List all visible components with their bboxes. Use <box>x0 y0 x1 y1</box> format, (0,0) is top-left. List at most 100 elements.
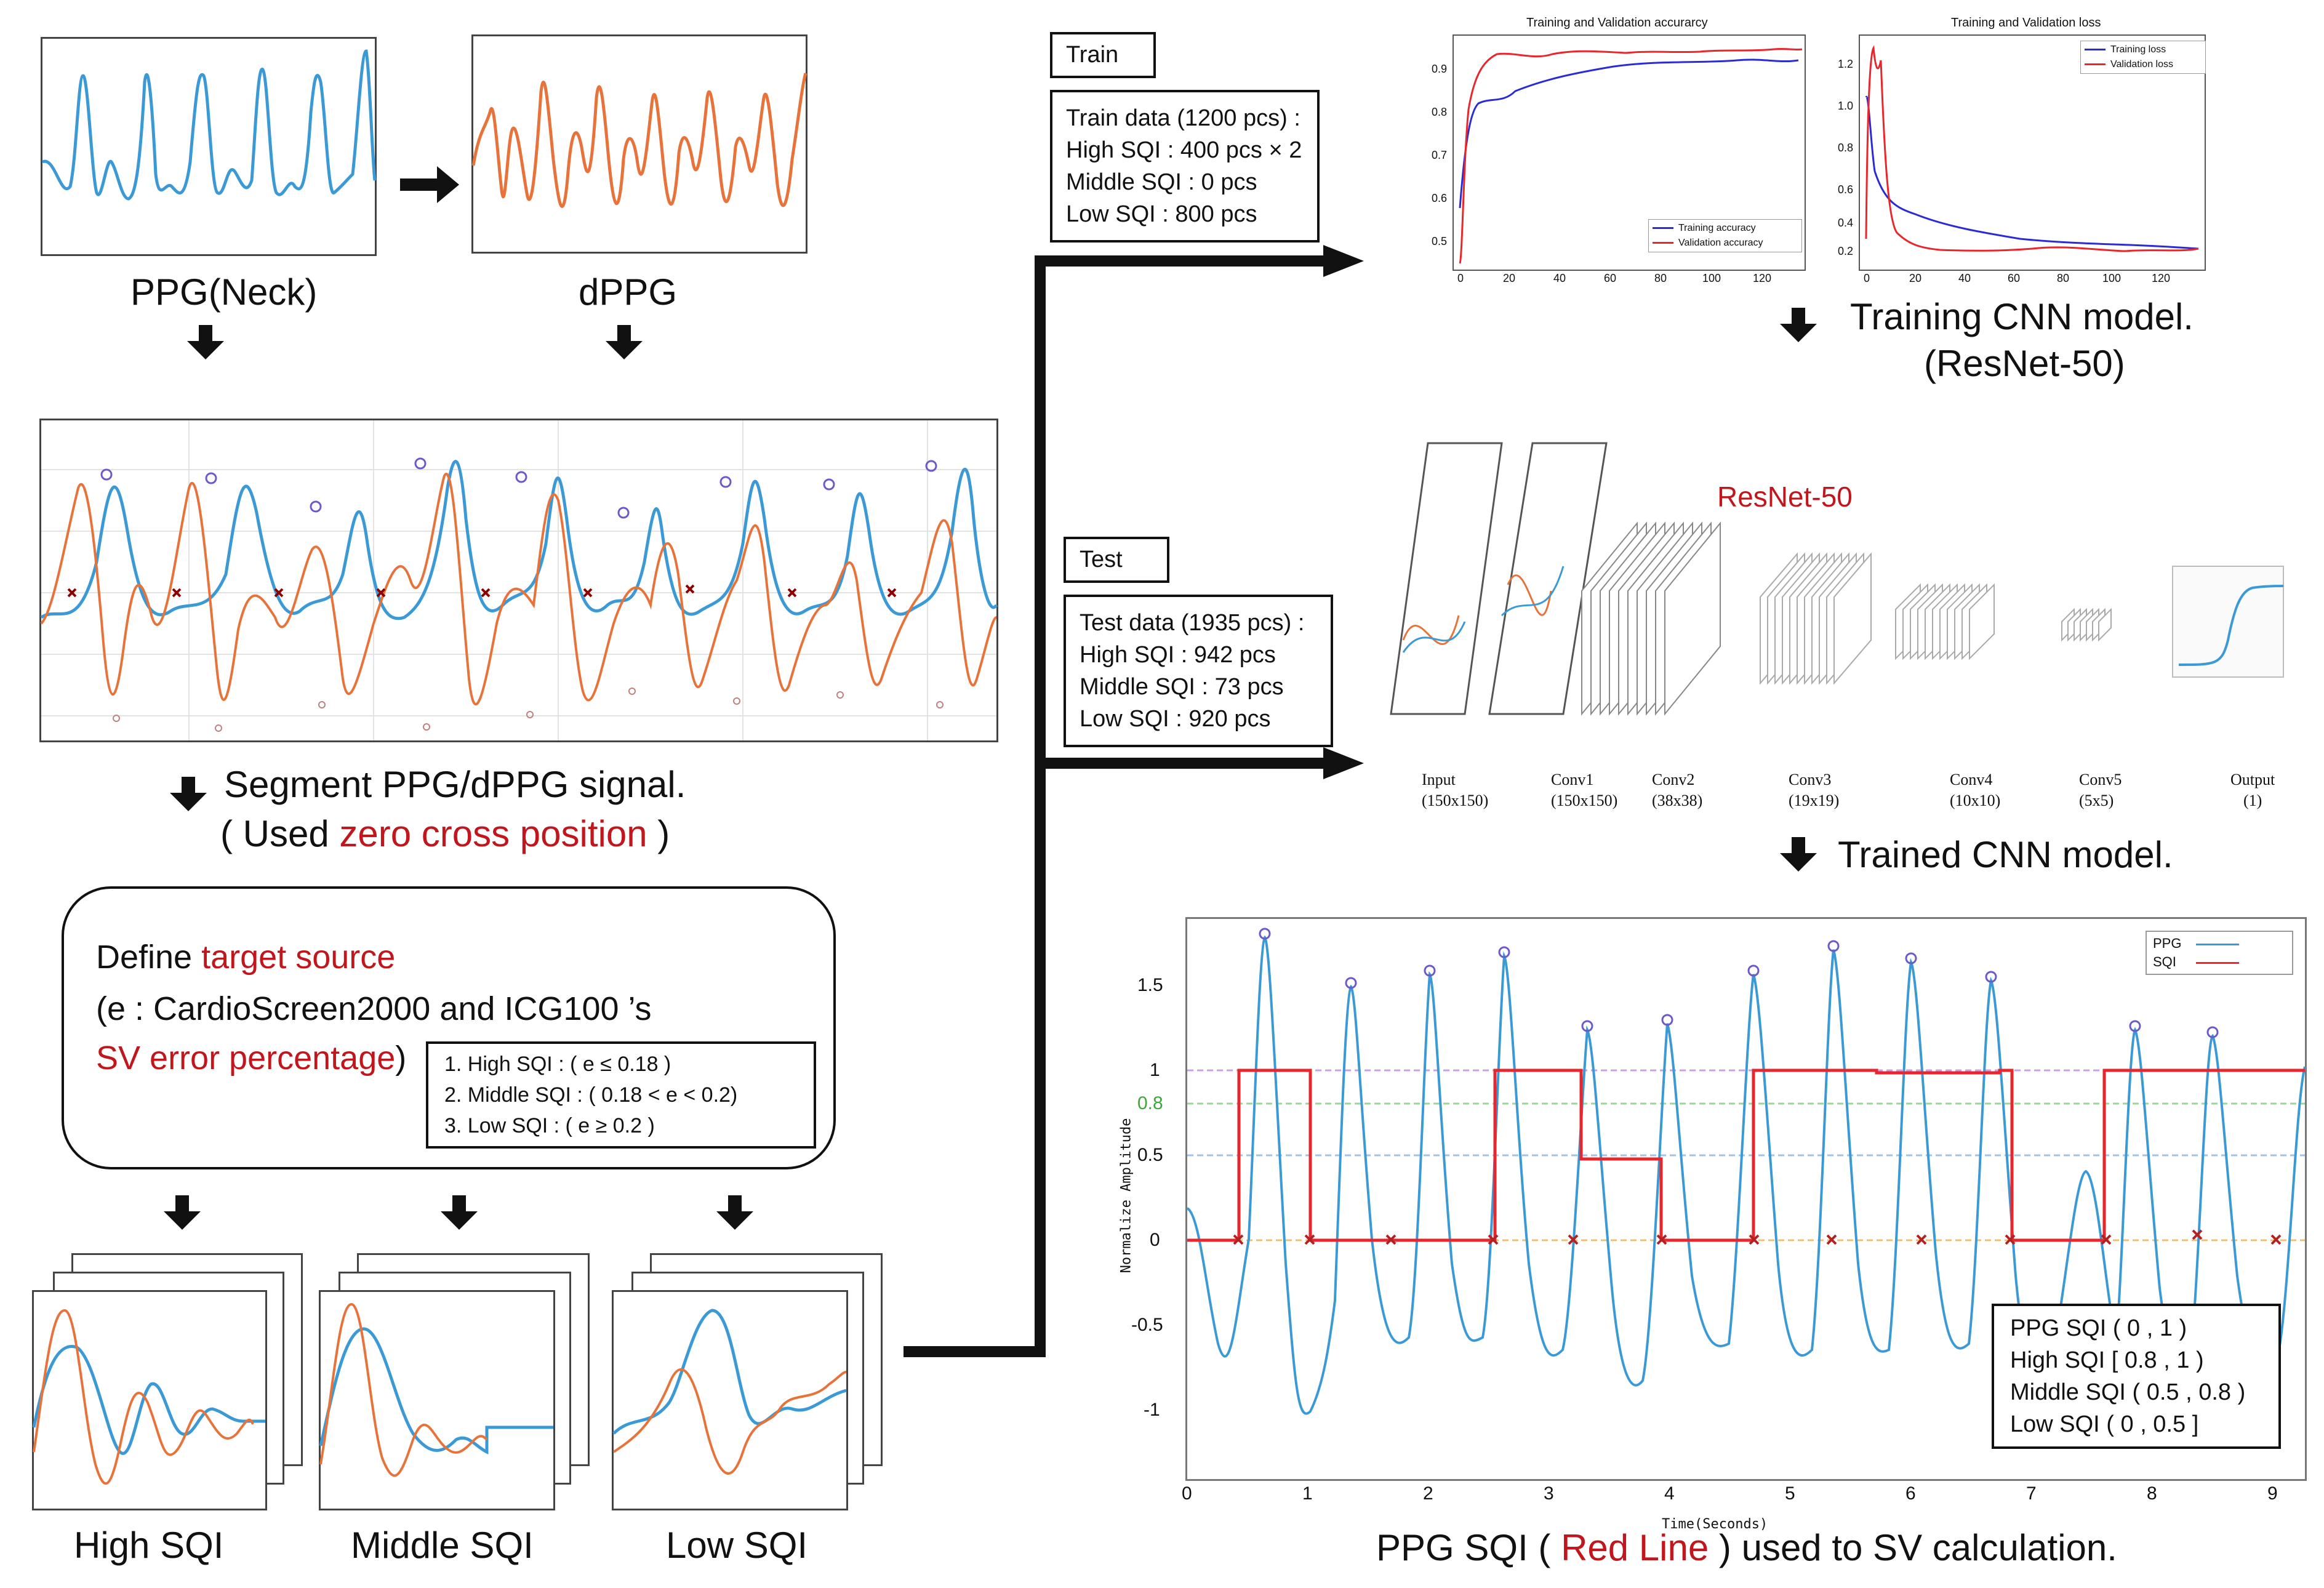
accuracy-xtick-0: 0 <box>1457 272 1464 284</box>
sqi-range-legend: PPG SQI ( 0 , 1 ) High SQI [ 0.8 , 1 ) M… <box>1992 1304 2281 1449</box>
middle-sqi-segment <box>319 1290 555 1510</box>
accuracy-ytick-0.7: 0.7 <box>1432 149 1448 161</box>
middle-sqi-label: Middle SQI <box>351 1525 534 1566</box>
accuracy-plot-frame <box>1452 34 1806 271</box>
loss-xtick-120: 120 <box>2152 272 2171 284</box>
sqi-xtick-7: 7 <box>2026 1483 2037 1504</box>
sqi-series-legend: PPG SQI <box>2146 931 2293 975</box>
criteria-middle: 2. Middle SQI : ( 0.18 < e < 0.2) <box>444 1083 738 1107</box>
arrow-down-ppg <box>187 325 224 359</box>
layer-conv3: Conv3 (19x19) <box>1789 771 1840 809</box>
loss-plot-frame <box>1859 34 2206 271</box>
sqi-xlabel: Time(Seconds) <box>1662 1517 1768 1532</box>
train-line-low: Low SQI : 800 pcs <box>1066 201 1257 227</box>
sqi-ylabel: Normalize Amplitude <box>1118 1118 1134 1273</box>
low-sqi-label: Low SQI <box>666 1525 808 1566</box>
accuracy-xtick-20: 20 <box>1503 272 1516 284</box>
high-sqi-segment <box>32 1290 267 1510</box>
training-caption-line2: (ResNet-50) <box>1924 343 2125 384</box>
loss-ytick-1.0: 1.0 <box>1838 100 1854 112</box>
arrow-down-training <box>1780 308 1817 342</box>
train-tag: Train <box>1050 32 1156 78</box>
accuracy-xtick-100: 100 <box>1702 272 1721 284</box>
resnet-architecture <box>1390 442 2284 716</box>
define-line1: Define target source <box>96 939 396 976</box>
accuracy-ytick-0.8: 0.8 <box>1432 106 1448 118</box>
loss-ytick-0.8: 0.8 <box>1838 142 1854 154</box>
accuracy-legend: Training accuracy Validation accuracy <box>1648 219 1802 252</box>
ppg-neck-waveform <box>41 49 377 201</box>
loss-ytick-0.2: 0.2 <box>1838 245 1854 257</box>
accuracy-xtick-80: 80 <box>1654 272 1667 284</box>
train-line-middle: Middle SQI : 0 pcs <box>1066 169 1257 195</box>
accuracy-chart: Training and Validation accurarcy 0.9 0.… <box>1409 12 1816 302</box>
layer-conv2: Conv2 (38x38) <box>1652 771 1703 809</box>
sqi-xtick-9: 9 <box>2267 1483 2278 1504</box>
high-sqi-waveform <box>32 1309 265 1485</box>
sqi-plot-frame <box>1185 917 2307 1481</box>
range-low-sqi: Low SQI ( 0 , 0.5 ] <box>2010 1411 2199 1437</box>
accuracy-ytick-0.5: 0.5 <box>1432 235 1448 247</box>
sqi-plot <box>1186 928 2306 1415</box>
legend-ppg: PPG <box>2153 936 2182 951</box>
define-line3: SV error percentage) <box>96 1040 407 1077</box>
segmented-signal-plot <box>40 420 998 740</box>
test-tag: Test <box>1064 537 1169 583</box>
arrow-down-low <box>716 1195 753 1230</box>
layer-output: Output (1) <box>2230 771 2275 809</box>
segment-caption-line1: Segment PPG/dPPG signal. <box>224 764 686 805</box>
sqi-ytick-1.5: 1.5 <box>1137 975 1163 995</box>
arrow-down-segment <box>170 777 207 811</box>
loss-curves <box>1865 45 2199 252</box>
criteria-box: 1. High SQI : ( e ≤ 0.18 ) 2. Middle SQI… <box>426 1041 816 1149</box>
input-plane <box>1390 442 1503 715</box>
test-line-total: Test data (1935 pcs) : <box>1080 610 1305 636</box>
arrow-down-dppg <box>606 325 643 359</box>
legend-validation-loss: Validation loss <box>2110 59 2173 70</box>
train-data-box: Train data (1200 pcs) : High SQI : 400 p… <box>1050 90 1320 243</box>
accuracy-curves <box>1459 47 1803 264</box>
range-middle-sqi: Middle SQI ( 0.5 , 0.8 ) <box>2010 1379 2246 1405</box>
segmented-signal-panel <box>39 419 998 742</box>
loss-xtick-20: 20 <box>1909 272 1922 284</box>
train-line-high: High SQI : 400 pcs × 2 <box>1066 137 1302 163</box>
legend-sqi: SQI <box>2153 954 2176 969</box>
accuracy-ytick-0.9: 0.9 <box>1432 63 1448 75</box>
middle-sqi-waveform <box>319 1302 553 1477</box>
loss-xtick-0: 0 <box>1864 272 1870 284</box>
segment-caption-line2: ( Used zero cross position ) <box>220 813 670 854</box>
loss-ytick-0.4: 0.4 <box>1838 217 1854 229</box>
range-ppg-sqi: PPG SQI ( 0 , 1 ) <box>2010 1315 2187 1341</box>
legend-training-accuracy: Training accuracy <box>1678 223 1756 233</box>
accuracy-ytick-0.6: 0.6 <box>1432 192 1448 204</box>
sqi-xtick-6: 6 <box>1905 1483 1916 1504</box>
arrow-down-high <box>164 1195 201 1230</box>
layer-conv5: Conv5 (5x5) <box>2079 771 2122 809</box>
loss-xtick-100: 100 <box>2102 272 2122 284</box>
resnet-title: ResNet-50 <box>1717 481 1853 513</box>
low-sqi-waveform <box>612 1309 847 1475</box>
sqi-xtick-0: 0 <box>1182 1483 1192 1504</box>
loss-legend: Training loss Validation loss <box>2080 41 2206 74</box>
test-line-middle: Middle SQI : 73 pcs <box>1080 674 1284 700</box>
sqi-xtick-2: 2 <box>1423 1483 1433 1504</box>
arrow-down-trained <box>1780 837 1817 872</box>
range-high-sqi: High SQI [ 0.8 , 1 ) <box>2010 1347 2204 1373</box>
layer-conv1: Conv1 (150x150) <box>1551 771 1618 809</box>
legend-training-loss: Training loss <box>2110 44 2166 55</box>
define-line2: (e : CardioScreen2000 and ICG100 ’s <box>96 990 652 1027</box>
conv1-plane <box>1488 442 1608 715</box>
layer-input: Input (150x150) <box>1422 771 1489 809</box>
arrow-down-middle <box>441 1195 478 1230</box>
loss-xtick-80: 80 <box>2057 272 2070 284</box>
ppg-neck-panel <box>41 37 377 256</box>
accuracy-xtick-120: 120 <box>1753 272 1772 284</box>
ppg-neck-label: PPG(Neck) <box>130 271 318 313</box>
dppg-label: dPPG <box>579 271 678 313</box>
sqi-ytick-0.8: 0.8 <box>1137 1093 1163 1113</box>
low-sqi-segment <box>612 1290 848 1510</box>
layer-conv4: Conv4 (10x10) <box>1950 771 2001 809</box>
test-line-low: Low SQI : 920 pcs <box>1080 706 1271 732</box>
sqi-xtick-1: 1 <box>1302 1483 1313 1504</box>
trained-caption: Trained CNN model. <box>1838 834 2173 875</box>
